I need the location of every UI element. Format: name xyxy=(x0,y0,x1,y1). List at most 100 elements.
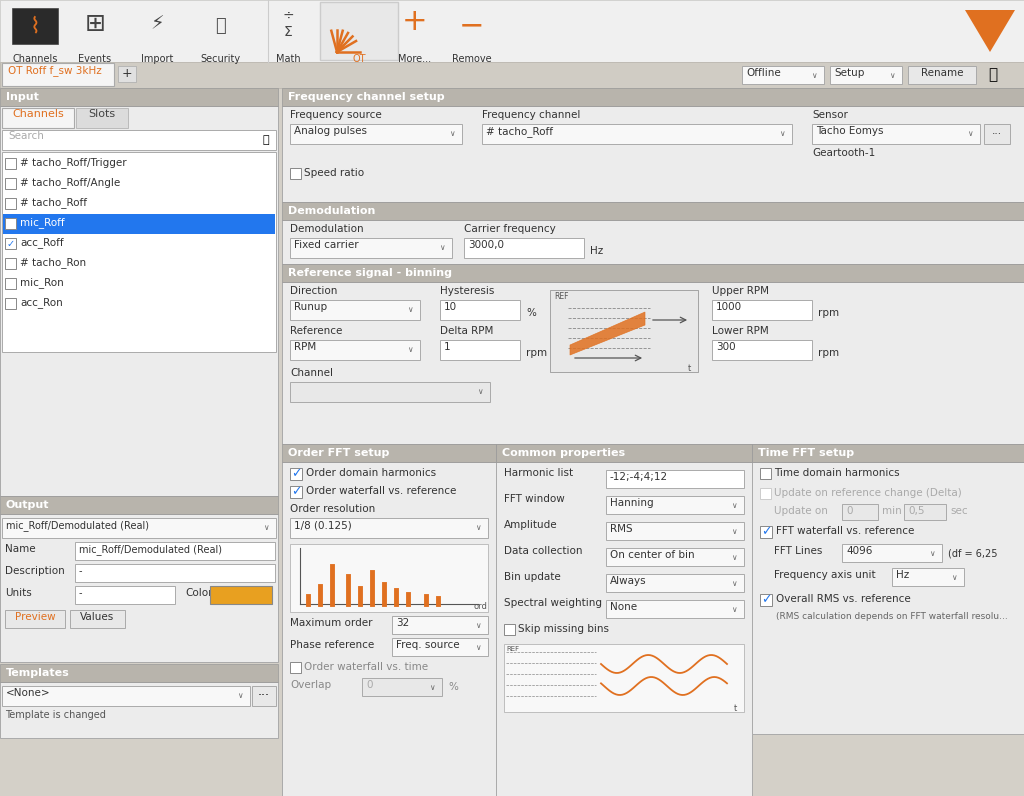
Text: t: t xyxy=(688,364,691,373)
Text: 10: 10 xyxy=(444,302,457,312)
FancyBboxPatch shape xyxy=(440,300,520,320)
Text: -12;-4;4;12: -12;-4;4;12 xyxy=(610,472,668,482)
FancyBboxPatch shape xyxy=(5,610,65,628)
Text: FFT waterfall vs. reference: FFT waterfall vs. reference xyxy=(776,526,914,536)
Text: ⌇: ⌇ xyxy=(30,16,40,36)
FancyBboxPatch shape xyxy=(282,106,1024,202)
Text: sec: sec xyxy=(950,506,968,516)
FancyBboxPatch shape xyxy=(606,470,744,488)
FancyBboxPatch shape xyxy=(362,678,442,696)
Text: %: % xyxy=(449,682,458,692)
Text: ∨: ∨ xyxy=(731,579,737,587)
Text: # tacho_Roff/Trigger: # tacho_Roff/Trigger xyxy=(20,157,127,168)
Text: Bin update: Bin update xyxy=(504,572,561,582)
FancyBboxPatch shape xyxy=(319,2,398,60)
Text: Analog pulses: Analog pulses xyxy=(294,126,367,136)
FancyBboxPatch shape xyxy=(290,340,420,360)
Text: min: min xyxy=(882,506,902,516)
Text: Order domain harmonics: Order domain harmonics xyxy=(306,468,436,478)
Text: 🔍: 🔍 xyxy=(263,135,269,145)
Text: REF: REF xyxy=(506,646,519,652)
Text: OT: OT xyxy=(352,54,366,64)
Text: Setup: Setup xyxy=(834,68,864,78)
Text: mic_Roff/Demodulated (Real): mic_Roff/Demodulated (Real) xyxy=(79,544,222,555)
Text: On center of bin: On center of bin xyxy=(610,550,694,560)
Text: Tacho Eomys: Tacho Eomys xyxy=(816,126,884,136)
Text: ∨: ∨ xyxy=(475,642,481,651)
Text: Reference: Reference xyxy=(290,326,342,336)
Text: Channels: Channels xyxy=(12,109,63,119)
FancyBboxPatch shape xyxy=(606,496,744,514)
Text: (RMS calculation depends on FFT waterfall resolu...: (RMS calculation depends on FFT waterfal… xyxy=(776,612,1008,621)
Text: ✓: ✓ xyxy=(291,486,301,498)
Text: Skip missing bins: Skip missing bins xyxy=(518,624,609,634)
FancyBboxPatch shape xyxy=(0,496,278,514)
FancyBboxPatch shape xyxy=(908,66,976,84)
Text: Frequency source: Frequency source xyxy=(290,110,382,120)
Text: ∨: ∨ xyxy=(811,71,817,80)
FancyBboxPatch shape xyxy=(75,542,275,560)
Text: 0: 0 xyxy=(846,506,853,516)
Text: 300: 300 xyxy=(716,342,735,352)
Text: Spectral weighting: Spectral weighting xyxy=(504,598,602,608)
FancyBboxPatch shape xyxy=(0,514,278,662)
Text: ÷
Σ: ÷ Σ xyxy=(283,9,294,39)
Text: ∨: ∨ xyxy=(475,621,481,630)
FancyBboxPatch shape xyxy=(70,610,125,628)
Text: ∨: ∨ xyxy=(731,526,737,536)
Text: Description: Description xyxy=(5,566,65,576)
Text: mic_Ron: mic_Ron xyxy=(20,277,63,288)
Text: Common properties: Common properties xyxy=(502,448,625,458)
FancyBboxPatch shape xyxy=(606,574,744,592)
FancyBboxPatch shape xyxy=(5,298,16,309)
Text: Lower RPM: Lower RPM xyxy=(712,326,769,336)
Text: 4096: 4096 xyxy=(846,546,872,556)
FancyBboxPatch shape xyxy=(2,63,114,86)
FancyBboxPatch shape xyxy=(752,462,1024,734)
Text: Templates: Templates xyxy=(6,669,70,678)
Text: Time domain harmonics: Time domain harmonics xyxy=(774,468,900,478)
FancyBboxPatch shape xyxy=(3,214,275,234)
FancyBboxPatch shape xyxy=(5,178,16,189)
FancyBboxPatch shape xyxy=(752,444,1024,462)
Text: ✓: ✓ xyxy=(291,467,301,481)
Text: 32: 32 xyxy=(396,618,410,628)
Text: 🔒: 🔒 xyxy=(215,17,225,35)
Text: ∨: ∨ xyxy=(408,306,413,314)
Text: # tacho_Ron: # tacho_Ron xyxy=(20,257,86,268)
FancyBboxPatch shape xyxy=(290,662,301,673)
Text: Hz: Hz xyxy=(590,246,603,256)
FancyBboxPatch shape xyxy=(2,130,276,150)
Text: −: − xyxy=(459,11,484,41)
FancyBboxPatch shape xyxy=(290,382,490,402)
FancyBboxPatch shape xyxy=(760,594,772,606)
Text: Geartooth-1: Geartooth-1 xyxy=(812,148,876,158)
FancyBboxPatch shape xyxy=(282,264,1024,282)
Text: Name: Name xyxy=(5,544,36,554)
Text: Always: Always xyxy=(610,576,646,586)
FancyBboxPatch shape xyxy=(282,444,496,462)
Text: FFT window: FFT window xyxy=(504,494,565,504)
Text: Hz: Hz xyxy=(896,570,909,580)
FancyBboxPatch shape xyxy=(392,616,488,634)
FancyBboxPatch shape xyxy=(290,168,301,179)
Text: Output: Output xyxy=(6,501,49,510)
Text: Speed ratio: Speed ratio xyxy=(304,168,365,178)
Text: +: + xyxy=(122,67,132,80)
Text: FFT Lines: FFT Lines xyxy=(774,546,822,556)
Text: Units: Units xyxy=(5,588,32,598)
Text: Update on reference change (Delta): Update on reference change (Delta) xyxy=(774,488,962,498)
FancyBboxPatch shape xyxy=(712,300,812,320)
Text: 0: 0 xyxy=(366,680,373,690)
Text: Fixed carrier: Fixed carrier xyxy=(294,240,358,250)
Text: ∨: ∨ xyxy=(968,130,973,139)
FancyBboxPatch shape xyxy=(760,526,772,538)
Text: Hanning: Hanning xyxy=(610,498,653,508)
Text: ∨: ∨ xyxy=(731,552,737,561)
Text: +: + xyxy=(402,7,428,37)
FancyBboxPatch shape xyxy=(0,88,278,106)
Text: Overall RMS vs. reference: Overall RMS vs. reference xyxy=(776,594,910,604)
FancyBboxPatch shape xyxy=(2,686,250,706)
FancyBboxPatch shape xyxy=(282,282,1024,444)
Text: 0,5: 0,5 xyxy=(908,506,925,516)
